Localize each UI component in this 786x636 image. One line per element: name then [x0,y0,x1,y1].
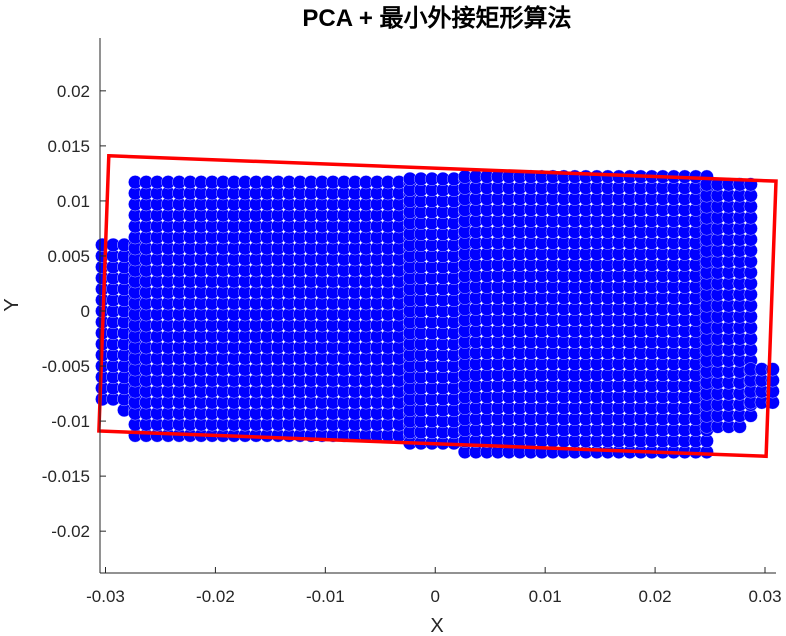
x-tick-label: 0.01 [529,587,562,606]
y-tick-label: 0.02 [57,82,90,101]
x-tick-label: 0.02 [639,587,672,606]
x-axis-label: X [430,615,443,636]
x-tick-label: 0 [431,587,440,606]
bounding-rectangle [97,153,778,459]
scatter-points [95,169,780,459]
x-ticks: -0.03 -0.02 -0.01 0 0.01 0.02 0.03 [86,567,782,606]
axes [99,38,776,574]
y-tick-label: 0.01 [57,192,90,211]
x-tick-label: 0.03 [748,587,781,606]
y-tick-label: 0.015 [47,137,90,156]
y-ticks: -0.02 -0.015 -0.01 -0.005 0 0.005 0.01 0.015 0.0… [42,82,106,541]
plot-area [95,153,780,459]
y-tick-label: -0.015 [42,467,90,486]
y-tick-label: -0.02 [51,522,90,541]
y-tick-label: -0.005 [42,357,90,376]
y-tick-label: -0.01 [51,412,90,431]
x-tick-label: -0.02 [196,587,235,606]
y-axis-label: Y [1,298,23,311]
x-tick-label: -0.03 [86,587,125,606]
y-tick-label: 0.005 [47,247,90,266]
y-tick-label: 0 [81,302,90,321]
x-tick-label: -0.01 [306,587,345,606]
chart-title: PCA + 最小外接矩形算法 [302,4,571,32]
